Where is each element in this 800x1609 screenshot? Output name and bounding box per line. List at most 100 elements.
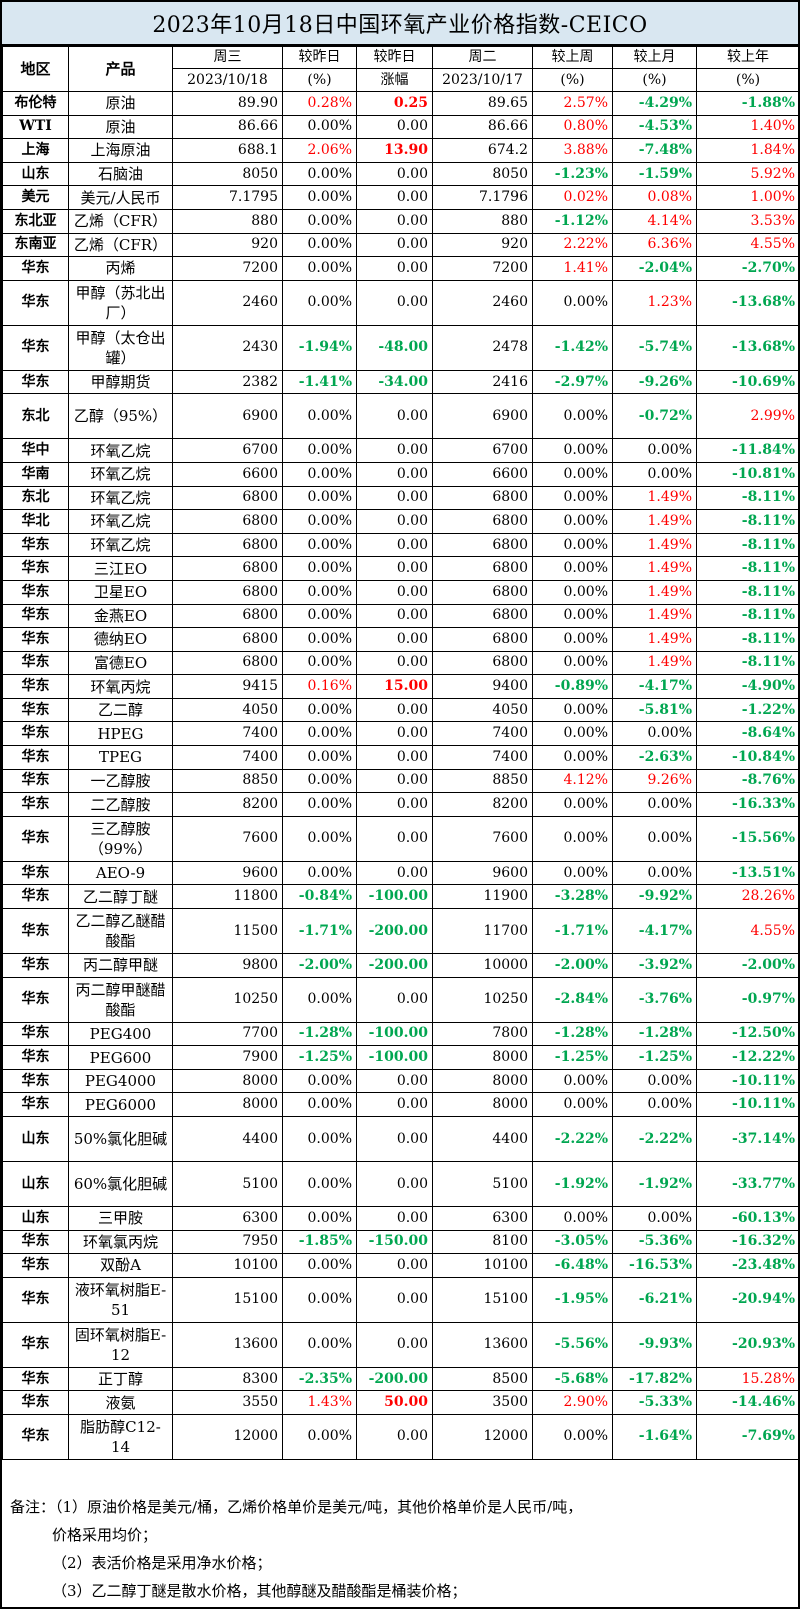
cell-vs-year: -20.93% bbox=[696, 1321, 800, 1368]
cell-region: 山东 bbox=[2, 1206, 69, 1231]
cell-wed-price: 9415 bbox=[172, 674, 283, 699]
cell-vs-yday-chg: 0.00 bbox=[356, 1161, 433, 1207]
cell-region: 华东 bbox=[2, 1321, 69, 1368]
cell-tue-price: 13600 bbox=[432, 1321, 533, 1368]
cell-vs-yday-chg: -200.00 bbox=[356, 1366, 433, 1392]
cell-tue-price: 15100 bbox=[432, 1276, 533, 1323]
table-row: 华东 HPEG 7400 0.00% 0.00 7400 0.00% 0.00% -8.64% bbox=[2, 721, 800, 747]
cell-region: 华东 bbox=[2, 579, 69, 605]
cell-product: 环氧乙烷 bbox=[68, 509, 173, 534]
cell-region: 华东 bbox=[2, 1366, 69, 1392]
table-row: 华东 环氧丙烷 9415 0.16% 15.00 9400 -0.89% -4.17% -4.9… bbox=[2, 674, 800, 699]
cell-wed-price: 7900 bbox=[172, 1045, 283, 1070]
table-row: 华东 PEG400 7700 -1.28% -100.00 7800 -1.28% -1.28… bbox=[2, 1021, 800, 1047]
cell-vs-month: 0.00% bbox=[612, 1068, 697, 1094]
cell-tue-price: 11900 bbox=[432, 884, 533, 910]
table-row: 华东 PEG4000 8000 0.00% 0.00 8000 0.00% 0.00% -10.… bbox=[2, 1068, 800, 1094]
cell-wed-price: 4050 bbox=[172, 697, 283, 723]
header-vs-yday-pct: 较昨日 bbox=[282, 46, 357, 69]
cell-tue-price: 8050 bbox=[432, 161, 533, 187]
cell-vs-week: -2.97% bbox=[532, 369, 613, 395]
cell-vs-yday-chg: 0.00 bbox=[356, 1276, 433, 1323]
cell-tue-price: 7.1796 bbox=[432, 185, 533, 210]
table-row: 华北 环氧乙烷 6800 0.00% 0.00 6800 0.00% 1.49% -8.11% bbox=[2, 509, 800, 534]
table-row: 华东 正丁醇 8300 -2.35% -200.00 8500 -5.68% -17.82% 1… bbox=[2, 1366, 800, 1392]
cell-vs-yday-pct: -0.84% bbox=[282, 884, 357, 910]
cell-vs-month: 1.49% bbox=[612, 603, 697, 629]
cell-vs-yday-chg: 50.00 bbox=[356, 1390, 433, 1415]
cell-vs-week: 0.00% bbox=[532, 627, 613, 652]
cell-vs-yday-chg: -150.00 bbox=[356, 1229, 433, 1255]
cell-vs-yday-chg: 0.00 bbox=[356, 627, 433, 652]
table-row: 山东 60%氯化胆碱 5100 0.00% 0.00 5100 -1.92% -1.92% -3… bbox=[2, 1161, 800, 1207]
cell-vs-month: -2.22% bbox=[612, 1116, 697, 1162]
cell-vs-week: -1.23% bbox=[532, 161, 613, 187]
cell-vs-yday-chg: 0.25 bbox=[356, 91, 433, 116]
cell-wed-price: 6800 bbox=[172, 509, 283, 534]
cell-vs-yday-pct: 0.00% bbox=[282, 721, 357, 747]
cell-vs-month: 6.36% bbox=[612, 232, 697, 258]
cell-tue-price: 7600 bbox=[432, 815, 533, 862]
table-row: 华东 液氨 3550 1.43% 50.00 3500 2.90% -5.33% -14.46% bbox=[2, 1390, 800, 1415]
cell-vs-week: 0.00% bbox=[532, 1068, 613, 1094]
table-row: 华东 固环氧树脂E-12 13600 0.00% 0.00 13600 -5.56% -9.9… bbox=[2, 1321, 800, 1368]
cell-vs-month: -9.26% bbox=[612, 369, 697, 395]
cell-region: 华东 bbox=[2, 1068, 69, 1094]
cell-vs-year: 2.99% bbox=[696, 393, 800, 440]
cell-vs-week: -1.12% bbox=[532, 208, 613, 234]
cell-region: 华东 bbox=[2, 1229, 69, 1255]
cell-region: 华东 bbox=[2, 256, 69, 281]
cell-vs-week: 0.00% bbox=[532, 815, 613, 862]
cell-wed-price: 5100 bbox=[172, 1161, 283, 1207]
cell-vs-year: -1.88% bbox=[696, 91, 800, 116]
cell-vs-yday-chg: 0.00 bbox=[356, 603, 433, 629]
cell-vs-year: -2.70% bbox=[696, 256, 800, 281]
cell-region: 华东 bbox=[2, 324, 69, 371]
table-row: 华中 环氧乙烷 6700 0.00% 0.00 6700 0.00% 0.00% -11.84% bbox=[2, 438, 800, 463]
cell-vs-year: -7.69% bbox=[696, 1413, 800, 1460]
cell-product: 甲醇期货 bbox=[68, 369, 173, 395]
cell-vs-yday-chg: 0.00 bbox=[356, 114, 433, 140]
cell-wed-price: 13600 bbox=[172, 1321, 283, 1368]
cell-vs-week: 0.00% bbox=[532, 579, 613, 605]
cell-vs-month: -16.53% bbox=[612, 1253, 697, 1278]
cell-vs-month: -2.63% bbox=[612, 745, 697, 770]
cell-vs-yday-pct: 0.00% bbox=[282, 114, 357, 140]
cell-vs-year: -8.11% bbox=[696, 579, 800, 605]
cell-wed-price: 6800 bbox=[172, 650, 283, 676]
table-row: 华东 环氧乙烷 6800 0.00% 0.00 6800 0.00% 1.49% -8.11% bbox=[2, 532, 800, 558]
cell-wed-price: 6800 bbox=[172, 485, 283, 511]
cell-region: 华东 bbox=[2, 745, 69, 770]
table-row: 华东 二乙醇胺 8200 0.00% 0.00 8200 0.00% 0.00% -16.33% bbox=[2, 792, 800, 817]
cell-vs-year: -14.46% bbox=[696, 1390, 800, 1415]
cell-tue-price: 7400 bbox=[432, 745, 533, 770]
note-line: 价格采用均价； bbox=[52, 1526, 158, 1544]
cell-vs-week: 0.00% bbox=[532, 279, 613, 326]
cell-wed-price: 6700 bbox=[172, 438, 283, 463]
cell-vs-week: -1.25% bbox=[532, 1045, 613, 1070]
cell-vs-yday-pct: 0.00% bbox=[282, 1253, 357, 1278]
cell-region: 华东 bbox=[2, 1276, 69, 1323]
cell-vs-yday-chg: 0.00 bbox=[356, 185, 433, 210]
table-row: 华东 丙烯 7200 0.00% 0.00 7200 1.41% -2.04% -2.70% bbox=[2, 256, 800, 281]
cell-wed-price: 8300 bbox=[172, 1366, 283, 1392]
cell-wed-price: 880 bbox=[172, 208, 283, 234]
cell-vs-yday-chg: 0.00 bbox=[356, 1068, 433, 1094]
cell-wed-price: 12000 bbox=[172, 1413, 283, 1460]
cell-vs-month: 0.00% bbox=[612, 792, 697, 817]
cell-product: HPEG bbox=[68, 721, 173, 747]
table-row: 华东 三乙醇胺（99%） 7600 0.00% 0.00 7600 0.00% 0.00% -1… bbox=[2, 815, 800, 862]
cell-vs-yday-chg: 0.00 bbox=[356, 1092, 433, 1117]
cell-vs-month: -4.17% bbox=[612, 674, 697, 699]
cell-vs-month: 1.49% bbox=[612, 579, 697, 605]
cell-product: PEG400 bbox=[68, 1021, 173, 1047]
cell-vs-year: -8.76% bbox=[696, 768, 800, 794]
cell-vs-yday-pct: 0.00% bbox=[282, 768, 357, 794]
cell-vs-year: -23.48% bbox=[696, 1253, 800, 1278]
price-table-body: 布伦特 原油 89.90 0.28% 0.25 89.65 2.57% -4.29% -1.88… bbox=[2, 91, 800, 1460]
cell-vs-year: -37.14% bbox=[696, 1116, 800, 1162]
cell-region: 华南 bbox=[2, 461, 69, 487]
cell-vs-week: 0.00% bbox=[532, 697, 613, 723]
cell-product: 环氧乙烷 bbox=[68, 485, 173, 511]
cell-vs-yday-chg: 0.00 bbox=[356, 650, 433, 676]
